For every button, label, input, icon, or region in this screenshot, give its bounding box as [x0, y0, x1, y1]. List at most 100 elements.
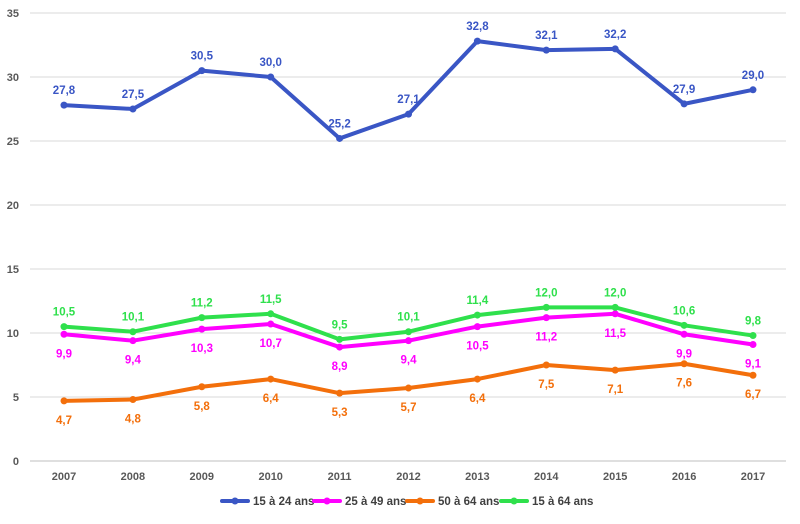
data-point [405, 384, 412, 392]
data-point [60, 397, 68, 405]
data-label: 32,1 [535, 30, 558, 42]
x-tick-label: 2016 [672, 471, 696, 483]
data-point [680, 330, 688, 338]
data-point [198, 325, 206, 333]
data-label: 5,7 [401, 402, 417, 414]
x-tick-label: 2011 [328, 471, 352, 483]
data-point [129, 105, 137, 113]
data-label: 8,9 [332, 361, 348, 373]
data-point [129, 337, 137, 345]
data-label: 10,6 [673, 305, 695, 317]
data-label: 32,2 [604, 29, 626, 41]
y-tick-label: 30 [7, 72, 19, 84]
series-lines [60, 37, 757, 405]
data-point [473, 375, 481, 383]
data-label: 11,5 [260, 294, 282, 306]
data-label: 27,8 [53, 85, 76, 97]
data-label: 10,3 [191, 343, 213, 355]
legend-item: 15 à 24 ans [220, 496, 314, 508]
data-label: 6,4 [263, 393, 280, 405]
x-tick-label: 2010 [258, 471, 282, 483]
legend-item: 25 à 49 ans [312, 496, 406, 508]
x-tick-label: 2007 [52, 471, 76, 483]
data-label: 6,4 [469, 393, 486, 405]
gridlines [30, 12, 786, 462]
data-label: 6,7 [745, 389, 761, 401]
y-tick-label: 5 [13, 392, 19, 404]
data-point [473, 37, 481, 45]
data-point [129, 396, 137, 404]
data-label: 10,5 [53, 307, 76, 319]
data-point [336, 134, 344, 142]
data-point [267, 320, 275, 328]
legend-label: 15 à 64 ans [532, 496, 593, 508]
data-point [680, 360, 688, 368]
legend-marker [323, 497, 331, 505]
legend-marker [510, 497, 518, 505]
data-point [680, 100, 688, 108]
y-tick-label: 35 [7, 8, 19, 20]
legend-item: 15 à 64 ans [499, 496, 593, 508]
data-point [336, 389, 344, 397]
data-label: 12,0 [604, 287, 626, 299]
series-line [62, 39, 755, 141]
y-tick-label: 15 [7, 264, 19, 276]
data-point [611, 310, 619, 318]
legend-marker [416, 497, 424, 505]
data-label: 9,8 [745, 316, 762, 328]
data-label: 30,5 [191, 51, 214, 63]
data-label: 25,2 [328, 118, 350, 130]
data-label: 11,4 [467, 295, 489, 307]
data-point [129, 328, 137, 336]
data-point [267, 73, 275, 81]
legend-label: 15 à 24 ans [253, 496, 314, 508]
data-label: 5,3 [332, 407, 348, 419]
data-point [473, 311, 481, 319]
data-point [336, 343, 344, 351]
legend-marker [231, 497, 239, 505]
data-point [405, 110, 412, 118]
x-tick-label: 2009 [190, 471, 214, 483]
data-label: 7,6 [676, 378, 692, 390]
data-point [60, 323, 68, 331]
data-label: 10,7 [260, 338, 282, 350]
data-label: 11,2 [191, 298, 213, 310]
data-label: 11,5 [604, 328, 626, 340]
data-label: 9,4 [125, 355, 142, 367]
data-point [336, 335, 344, 343]
data-label: 9,1 [745, 359, 762, 371]
data-label: 9,5 [332, 319, 349, 331]
legend-label: 25 à 49 ans [345, 496, 406, 508]
data-label: 7,1 [607, 384, 624, 396]
data-label: 30,0 [260, 57, 282, 69]
data-label: 9,9 [676, 348, 692, 360]
data-label: 9,9 [56, 348, 72, 360]
series-line [62, 361, 755, 403]
data-labels: 27,8 27,5 30,5 30,0 25,2 27,1 32,8 32,1 32,2 27,9… [53, 21, 764, 427]
data-label: 27,5 [122, 89, 145, 101]
data-point [749, 371, 757, 379]
x-tick-label: 2013 [465, 471, 489, 483]
y-tick-label: 20 [7, 200, 19, 212]
data-point [60, 101, 68, 109]
data-label: 7,5 [538, 379, 555, 391]
y-tick-label: 10 [7, 328, 19, 340]
data-label: 10,1 [122, 312, 145, 324]
legend-label: 50 à 64 ans [438, 496, 499, 508]
data-point [473, 323, 481, 331]
data-point [749, 86, 757, 94]
data-point [542, 314, 550, 322]
x-tick-label: 2014 [534, 471, 559, 483]
legend: 15 à 24 ans 25 à 49 ans 50 à 64 ans 15 à 64… [220, 496, 593, 508]
data-point [405, 328, 412, 336]
data-label: 9,4 [401, 355, 418, 367]
data-label: 12,0 [535, 287, 557, 299]
data-point [611, 366, 619, 374]
data-point [680, 321, 688, 329]
data-point [542, 46, 550, 54]
data-label: 29,0 [742, 70, 764, 82]
data-point [611, 45, 619, 53]
data-label: 10,5 [466, 341, 489, 353]
data-point [611, 303, 619, 311]
